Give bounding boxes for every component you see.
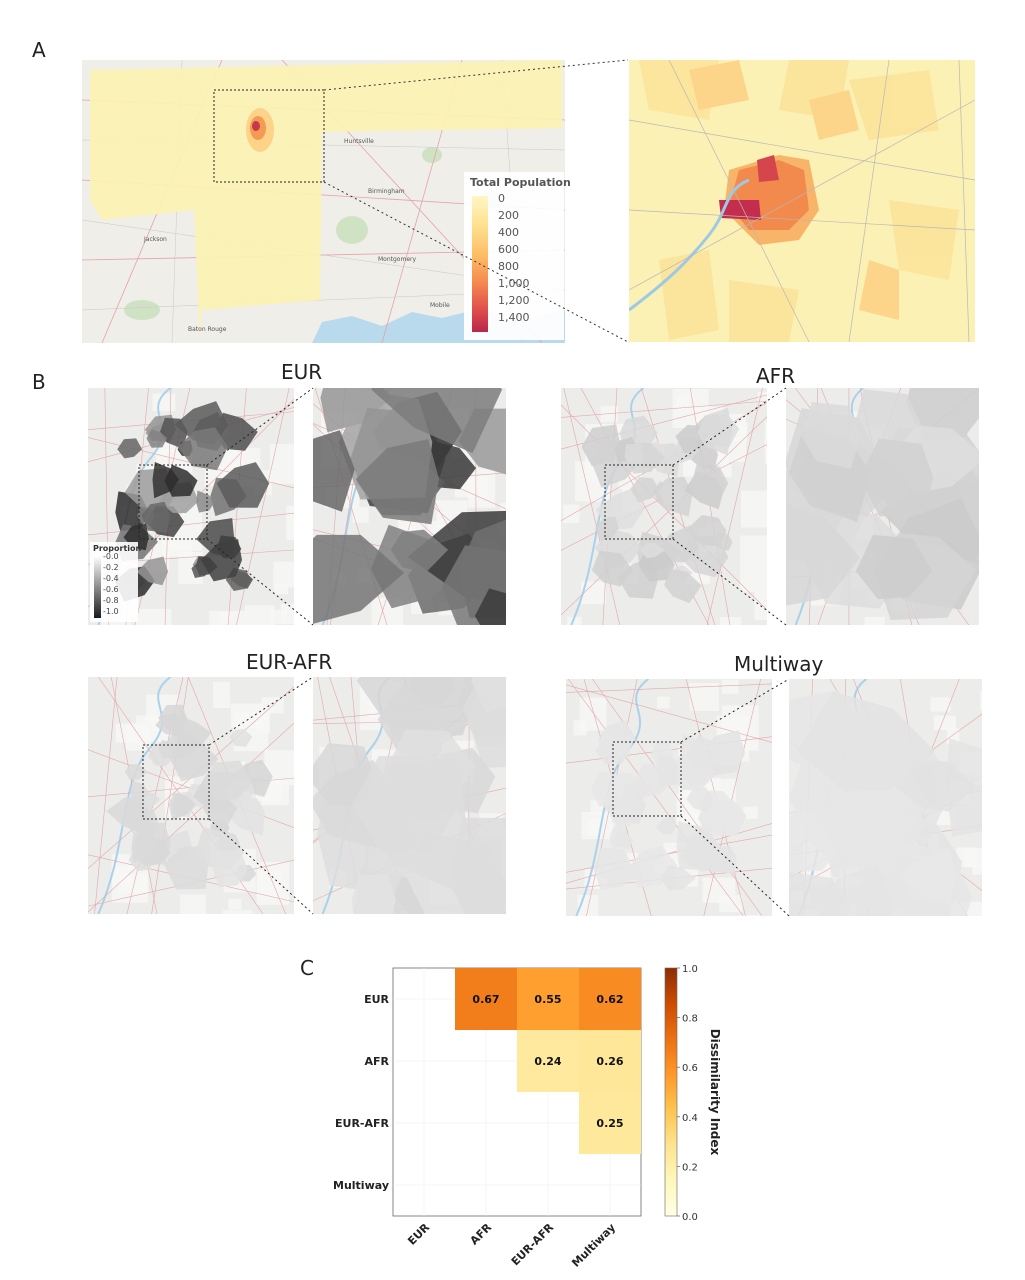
colorbar-tick-label: 0.8 xyxy=(682,1014,698,1025)
heatmap-cell xyxy=(517,968,579,1030)
population-legend-tick: 1,200 xyxy=(498,294,530,307)
population-legend-tick: 200 xyxy=(498,209,519,222)
colorbar-tick-label: 1.0 xyxy=(682,964,698,975)
proportion-legend-tick: -1.0 xyxy=(103,607,119,616)
eur-map-title: EUR xyxy=(281,360,323,384)
heatmap-cell xyxy=(517,1030,579,1092)
heatmap-column-label: EUR-AFR xyxy=(509,1221,557,1269)
proportion-legend: Proportion -0.0 -0.2 -0.4 -0.6 -0.8 -1.0 xyxy=(90,542,142,622)
heatmap-cell xyxy=(579,1092,641,1154)
panel-b-letter: B xyxy=(32,370,46,394)
ancestry-tracts xyxy=(106,704,273,890)
population-legend: Total Population 0 200 400 600 800 1,000 1,200… xyxy=(464,172,571,340)
ancestry-map-graphic xyxy=(789,679,982,916)
heatmap-row-label: EUR-AFR xyxy=(335,1117,390,1130)
eur-afr-overview-map xyxy=(88,677,294,914)
population-legend-title: Total Population xyxy=(470,176,571,189)
city-label: Huntsville xyxy=(344,138,374,145)
afr-zoomed-map xyxy=(786,388,979,625)
proportion-legend-tick: -0.0 xyxy=(103,552,119,561)
afr-overview-map xyxy=(561,388,767,625)
panel-a-connector-lines xyxy=(323,59,629,343)
ancestry-map-graphic xyxy=(313,677,506,914)
heatmap-row-label: AFR xyxy=(365,1055,390,1068)
colorbar xyxy=(664,967,678,1217)
ancestry-map-graphic xyxy=(566,679,772,916)
proportion-legend-tick: -0.4 xyxy=(103,574,119,583)
eur-zoomed-map xyxy=(313,388,506,625)
proportion-legend-title: Proportion xyxy=(93,544,142,553)
ancestry-tracts xyxy=(581,407,740,604)
city-label: Jackson xyxy=(144,236,167,243)
heatmap-cell-label: 0.24 xyxy=(534,1055,561,1068)
ancestry-tracts xyxy=(789,690,982,916)
colorbar-tick-label: 0.6 xyxy=(682,1063,698,1074)
heatmap-cell-label: 0.67 xyxy=(472,993,499,1006)
population-legend-tick: 600 xyxy=(498,243,519,256)
ancestry-map-graphic xyxy=(313,388,506,625)
heatmap-cell-label: 0.55 xyxy=(534,993,561,1006)
ancestry-map-graphic xyxy=(786,388,979,625)
dissimilarity-heatmap: 0.67 0.55 0.620.24 0.260.25EURAFREUR-AFRMul… xyxy=(333,964,720,1270)
eur-afr-map-title: EUR-AFR xyxy=(246,650,333,674)
heatmap-cell xyxy=(455,968,517,1030)
proportion-colorbar xyxy=(94,556,101,618)
ancestry-tracts xyxy=(313,677,506,914)
heatmap-column-label: Multiway xyxy=(569,1221,618,1270)
heatmap-column-label: AFR xyxy=(468,1221,495,1248)
ancestry-tracts xyxy=(313,388,506,625)
afr-map-title: AFR xyxy=(756,364,796,388)
colorbar-tick-label: 0.4 xyxy=(682,1113,698,1124)
population-legend-tick: 1,400 xyxy=(498,311,530,324)
heatmap-cell-label: 0.62 xyxy=(596,993,623,1006)
population-legend-tick: 0 xyxy=(498,192,505,205)
city-label: Mobile xyxy=(430,302,450,309)
ancestry-tracts xyxy=(591,720,747,891)
multiway-zoomed-map xyxy=(789,679,982,916)
heatmap-cell-label: 0.26 xyxy=(596,1055,623,1068)
proportion-legend-tick: -0.8 xyxy=(103,596,119,605)
city-label: Birmingham xyxy=(368,188,405,195)
heatmap-row-label: Multiway xyxy=(333,1179,389,1192)
heatmap-row-label: EUR xyxy=(364,993,389,1006)
heatmap-cell xyxy=(579,968,641,1030)
multiway-overview-map xyxy=(566,679,772,916)
panel-c-letter: C xyxy=(300,956,314,980)
colorbar-tick-label: 0.2 xyxy=(682,1162,698,1173)
population-legend-tick: 800 xyxy=(498,260,519,273)
population-legend-tick: 1,000 xyxy=(498,277,530,290)
zoomed-population-map xyxy=(629,60,975,342)
zoomed-map-graphic xyxy=(629,60,975,342)
proportion-legend-tick: -0.6 xyxy=(103,585,119,594)
colorbar-label: Dissimilarity Index xyxy=(708,1029,720,1156)
city-label: Montgomery xyxy=(378,256,417,263)
ancestry-tracts xyxy=(786,388,979,620)
heatmap-cell xyxy=(579,1030,641,1092)
population-legend-tick: 400 xyxy=(498,226,519,239)
heatmap-column-label: EUR xyxy=(405,1221,432,1248)
panel-b-inset-lines xyxy=(138,387,790,917)
panel-a-letter: A xyxy=(32,38,46,62)
heatmap-cell-label: 0.25 xyxy=(596,1117,623,1130)
city-label: Baton Rouge xyxy=(188,326,227,333)
ancestry-map-graphic xyxy=(561,388,767,625)
multiway-map-title: Multiway xyxy=(734,652,824,676)
proportion-legend-tick: -0.2 xyxy=(103,563,119,572)
colorbar-tick-label: 0.0 xyxy=(682,1212,698,1223)
eur-afr-zoomed-map xyxy=(313,677,506,914)
ancestry-map-graphic xyxy=(88,677,294,914)
